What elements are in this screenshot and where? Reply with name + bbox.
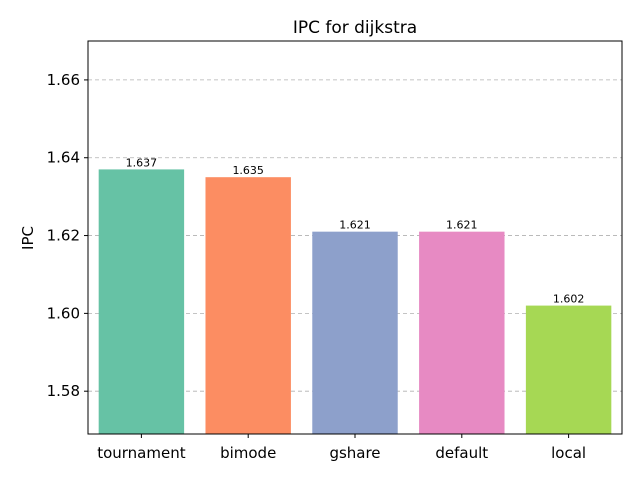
y-tick-label: 1.64: [47, 149, 80, 167]
y-tick-label: 1.62: [47, 227, 80, 245]
data-label-gshare: 1.621: [339, 219, 371, 232]
bar-default: [419, 231, 505, 434]
bar-tournament: [98, 169, 185, 434]
data-label-local: 1.602: [553, 293, 585, 306]
bars: [98, 169, 612, 435]
y-axis-ticks: 1.58 1.60 1.62 1.64 1.66: [47, 71, 88, 400]
data-labels: 1.637 1.635 1.621 1.621 1.602: [126, 156, 585, 305]
data-label-bimode: 1.635: [232, 164, 264, 177]
chart-title: IPC for dijkstra: [293, 18, 417, 38]
bar-bimode: [205, 177, 291, 435]
x-tick-label-local: local: [551, 444, 586, 462]
x-tick-label-tournament: tournament: [97, 444, 186, 462]
y-tick-label: 1.58: [47, 382, 80, 400]
y-axis-label: IPC: [19, 226, 37, 250]
x-axis-ticks: tournament bimode gshare default local: [97, 434, 586, 462]
x-tick-label-bimode: bimode: [220, 444, 276, 462]
bar-local: [525, 305, 612, 434]
y-tick-label: 1.66: [47, 71, 80, 89]
x-tick-label-default: default: [435, 444, 488, 462]
data-label-tournament: 1.637: [126, 156, 158, 169]
bar-gshare: [312, 231, 398, 434]
y-tick-label: 1.60: [47, 304, 80, 322]
x-tick-label-gshare: gshare: [329, 444, 380, 462]
data-label-default: 1.621: [446, 219, 478, 232]
